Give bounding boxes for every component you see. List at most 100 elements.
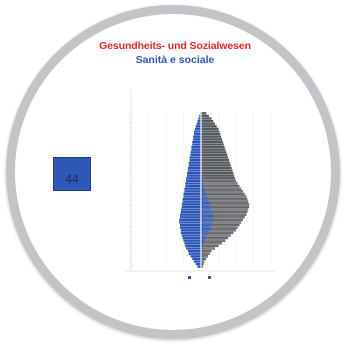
pyramid-bar-left xyxy=(183,192,201,196)
pyramid-bar-left xyxy=(190,255,201,258)
pyramid-bar-left xyxy=(182,236,201,240)
pyramid-bar-left xyxy=(180,210,201,214)
pyramid-bar-right xyxy=(201,132,221,136)
pyramid-bar-left xyxy=(189,156,201,159)
pyramid-bar-right xyxy=(201,130,220,133)
pyramid-bar-left xyxy=(190,151,201,154)
pyramid-bar-left xyxy=(182,197,201,201)
pyramid-bar-right xyxy=(201,140,223,144)
pyramid-bar-right xyxy=(201,151,227,154)
pyramid-bar-left xyxy=(192,143,201,146)
pyramid-bar-left xyxy=(191,148,201,151)
legend-swatch-blue xyxy=(188,276,191,279)
pyramid-bar-left xyxy=(179,218,201,222)
pyramid-bar-left xyxy=(187,169,201,172)
pyramid-bar-left xyxy=(187,249,201,253)
pyramid-bar-left xyxy=(181,234,201,237)
pyramid-bar-left xyxy=(194,127,201,131)
pyramid-bar-left xyxy=(183,239,201,242)
pyramid-bar-right xyxy=(201,242,204,245)
pyramid-bar-left xyxy=(191,145,201,149)
pyramid-bar-right xyxy=(201,171,234,175)
title-italian: Sanità e sociale xyxy=(135,54,215,66)
pyramid-bar-left xyxy=(181,203,201,206)
legend-swatch-gray xyxy=(208,276,211,279)
pyramid-bar-right xyxy=(201,114,209,118)
pyramid-bar-left xyxy=(195,125,201,128)
pyramid-bar-right xyxy=(201,125,217,128)
pyramid-bar-left xyxy=(184,190,201,193)
pyramid-bar-left xyxy=(194,260,201,263)
pyramid-bar-right xyxy=(201,153,228,157)
pyramid-bar-left xyxy=(197,265,201,268)
pyramid-bar-left xyxy=(186,247,201,250)
pyramid-bar-right xyxy=(201,156,229,159)
pyramid-bar-right xyxy=(201,260,205,263)
pyramid-bar-left xyxy=(192,140,201,144)
pyramid-bar-left xyxy=(188,252,201,255)
pyramid-bar-left xyxy=(196,122,201,125)
pyramid-bar-left xyxy=(183,195,201,198)
pyramid-bar-left xyxy=(180,229,201,232)
pyramid-bar-left xyxy=(186,177,201,180)
pyramid-bar-left xyxy=(198,117,201,120)
pyramid-bar-right xyxy=(201,262,204,266)
pyramid-bar-right xyxy=(201,127,219,131)
pyramid-bar-left xyxy=(194,130,201,133)
pyramid-bar-right xyxy=(201,166,232,170)
pyramid-bar-right xyxy=(201,148,226,151)
title-german: Gesundheits- und Sozialwesen xyxy=(99,40,251,52)
pyramid-bar-left xyxy=(185,244,201,248)
pyramid-bar-left xyxy=(186,179,201,183)
pyramid-bar-left xyxy=(197,119,201,123)
pyramid-bar-left xyxy=(188,161,201,164)
pyramid-bar-left xyxy=(185,184,201,188)
pyramid-bar-left xyxy=(184,242,201,245)
pyramid-bar-right xyxy=(201,112,207,115)
pyramid-bar-left xyxy=(180,231,201,235)
pyramid-bar-right xyxy=(201,143,224,146)
pyramid-bar-right xyxy=(201,187,205,190)
pyramid-bar-left xyxy=(180,223,201,227)
pyramid-bar-left xyxy=(187,171,201,175)
pyramid-bar-right xyxy=(201,138,222,141)
pyramid-bar-left xyxy=(180,226,201,229)
pyramid-bar-left xyxy=(187,174,201,177)
pyramid-bar-left xyxy=(184,187,201,190)
value-badge[interactable]: 44 xyxy=(53,157,91,191)
pyramid-bar-left xyxy=(195,262,201,266)
pyramid-bar-right xyxy=(201,184,204,188)
pyramid-bar-right xyxy=(201,177,236,180)
pyramid-bar-right xyxy=(201,265,203,268)
badge-value: 44 xyxy=(65,172,79,186)
pyramid-bar-right xyxy=(201,164,231,167)
pyramid-bar-right xyxy=(201,239,205,242)
pyramid-bar-right xyxy=(201,119,214,123)
pyramid-bar-right xyxy=(201,174,235,177)
pyramid-bar-right xyxy=(201,182,203,185)
pyramid-bar-right xyxy=(201,158,229,162)
pyramid-bar-right xyxy=(201,145,225,149)
pyramid-bar-left xyxy=(182,200,201,203)
pyramid-bar-right xyxy=(201,135,222,138)
pyramid-bar-left xyxy=(180,213,201,216)
pyramid-bar-left xyxy=(179,221,201,224)
pyramid-bar-left xyxy=(187,166,201,170)
pyramid-bar-left xyxy=(181,205,201,209)
pyramid-bar-right xyxy=(201,161,230,164)
pyramid-bar-left xyxy=(188,164,201,167)
pyramid-bar-right xyxy=(201,117,212,120)
pyramid-bar-right xyxy=(201,122,215,125)
pyramid-bar-left xyxy=(194,132,201,136)
pyramid-bar-left xyxy=(192,257,201,261)
pyramid-bar-right xyxy=(201,244,203,248)
pyramid-bar-right xyxy=(201,169,233,172)
pyramid-bar-left xyxy=(180,216,201,219)
pyramid-bar-left xyxy=(189,158,201,162)
pyramid-bar-left xyxy=(180,208,201,211)
pyramid-bar-left xyxy=(185,182,201,185)
pyramid-bar-right xyxy=(201,179,203,183)
pyramid-bar-left xyxy=(193,135,201,138)
